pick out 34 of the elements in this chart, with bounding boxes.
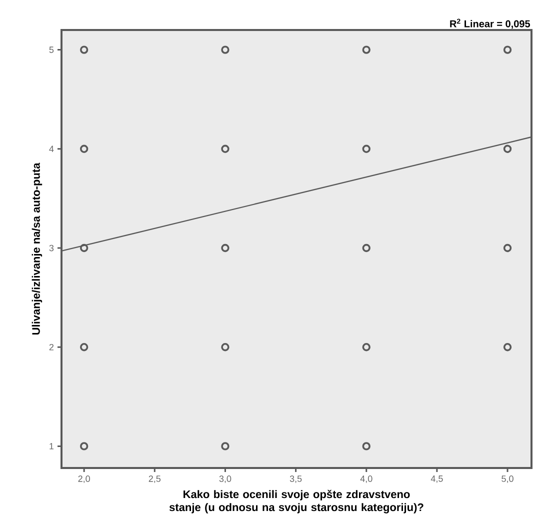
point — [221, 244, 230, 252]
point — [221, 343, 230, 352]
x-tick-label: 4,0 — [360, 476, 372, 483]
point — [503, 244, 512, 252]
x-tick-label: 2,0 — [78, 476, 90, 483]
y-tick-label: 1 — [50, 443, 54, 450]
point — [80, 343, 88, 352]
point — [503, 144, 512, 154]
point — [362, 244, 370, 252]
x-axis-title: Kako biste ocenili svoje opšte zdravstveno stanje (u odnosu na svoju starosnu kategoriju)? — [169, 490, 424, 514]
point — [362, 442, 370, 450]
y-tick-label: 2 — [49, 344, 54, 350]
point — [362, 46, 370, 54]
y-axis-title: Ulivanje/izlivanje na/sa auto-puta — [32, 162, 42, 335]
text: R$^{2}$ Linear = 0,095 — [450, 18, 530, 29]
point — [80, 244, 88, 252]
point — [362, 343, 370, 352]
x-tick-label: 4,5 — [430, 476, 443, 483]
point — [221, 442, 230, 450]
point — [80, 144, 88, 154]
x-tick-label: 3,0 — [219, 476, 232, 483]
point — [503, 46, 512, 54]
y-tick-label: 3 — [49, 244, 54, 252]
point — [362, 144, 370, 154]
point — [503, 343, 512, 352]
x-tick-label: 3,5 — [290, 476, 302, 483]
point — [221, 46, 230, 54]
point — [221, 144, 230, 154]
y-tick-label: 4 — [49, 146, 54, 152]
y-tick-label: 5 — [49, 46, 54, 53]
x-tick-label: 5,0 — [502, 476, 514, 483]
x-tick-label: 2,5 — [148, 476, 161, 483]
point — [80, 46, 88, 54]
point — [80, 442, 88, 450]
